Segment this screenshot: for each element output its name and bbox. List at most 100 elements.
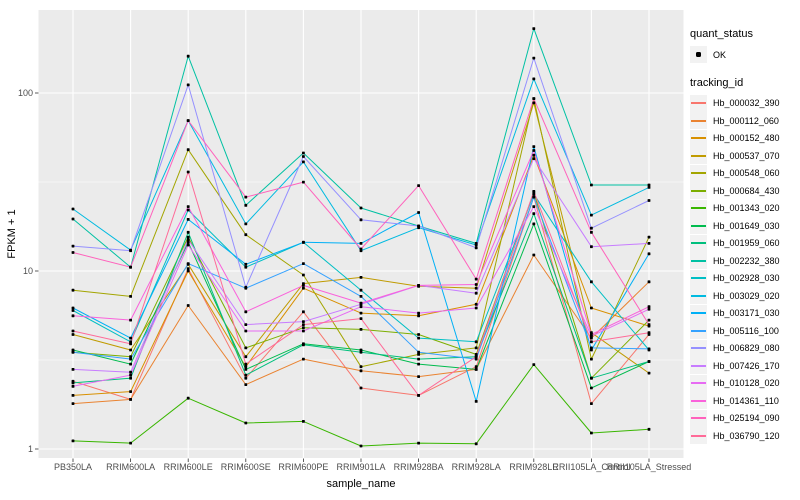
legend-item-Hb_000152_480: Hb_000152_480 [690, 129, 800, 148]
data-point [647, 235, 651, 239]
data-point [359, 305, 363, 309]
x-tick-label: RRIM901LA [336, 462, 385, 472]
data-point [244, 355, 248, 359]
data-point [129, 336, 132, 340]
data-point [302, 155, 305, 158]
data-point [129, 376, 132, 380]
data-point [244, 203, 248, 207]
x-tick-label: RRIM600LE [164, 462, 213, 472]
data-point [71, 348, 75, 352]
data-point [417, 441, 420, 445]
data-point [417, 336, 420, 340]
data-point [474, 368, 478, 371]
data-point [590, 402, 593, 405]
legend-item-label: Hb_014361_110 [713, 395, 779, 406]
x-tick-label: RRIM600LA [106, 462, 155, 472]
legend-item-label: Hb_000548_060 [713, 168, 780, 179]
data-point [532, 157, 536, 160]
data-point [244, 368, 248, 371]
data-point [71, 309, 75, 312]
data-point [71, 288, 75, 292]
data-point [417, 311, 420, 315]
data-point [417, 224, 420, 228]
legend-item-label: Hb_007426_170 [713, 360, 780, 371]
data-point [244, 376, 248, 380]
data-point [359, 311, 363, 315]
data-point [244, 222, 248, 226]
legend-line-swatch [690, 252, 707, 270]
data-point [129, 348, 132, 352]
legend-line-swatch [690, 409, 707, 427]
data-point [71, 207, 75, 211]
legend-line-swatch [690, 94, 707, 112]
data-point [71, 314, 75, 318]
data-point [359, 301, 363, 305]
data-point [129, 370, 132, 374]
data-point [417, 375, 420, 378]
data-point [129, 355, 132, 359]
data-point [186, 243, 190, 247]
data-point [532, 190, 536, 193]
data-point [647, 183, 651, 187]
data-point [186, 54, 190, 58]
legend-item-Hb_000112_060: Hb_000112_060 [690, 112, 800, 130]
x-tick-label: RRIM600PE [278, 462, 328, 472]
data-point [186, 269, 190, 273]
data-point [532, 212, 536, 215]
data-point [359, 247, 363, 251]
legend-item-Hb_000032_390: Hb_000032_390 [690, 94, 800, 113]
legend-item-label: Hb_001959_060 [713, 238, 780, 249]
data-point [532, 195, 536, 199]
legend-item-Hb_025194_090: Hb_025194_090 [690, 409, 800, 428]
data-point [186, 218, 190, 221]
data-point [417, 350, 420, 354]
data-point [244, 329, 248, 333]
x-tick-label: RRII105LA_Stressed [607, 462, 692, 472]
legend-item-Hb_001959_060: Hb_001959_060 [690, 234, 800, 253]
data-point [590, 431, 593, 435]
data-point [186, 267, 190, 271]
legend-item-Hb_003029_020: Hb_003029_020 [690, 287, 800, 305]
data-point [129, 373, 132, 377]
legend-item-label: Hb_000537_070 [713, 150, 780, 161]
legend-item-Hb_005116_100: Hb_005116_100 [690, 322, 800, 340]
data-point [647, 280, 651, 284]
data-point [302, 323, 305, 326]
tracking-id-legend-items: Hb_000032_390 Hb_000112_060 Hb_000152_480 H… [690, 94, 800, 445]
data-point [647, 318, 651, 322]
data-point [244, 265, 248, 269]
data-point [71, 329, 75, 333]
data-point [532, 149, 536, 152]
legend-item-Hb_002232_380: Hb_002232_380 [690, 252, 800, 270]
data-point [129, 398, 132, 401]
data-point [474, 400, 478, 403]
data-point [532, 192, 536, 196]
data-point [244, 233, 248, 237]
legend-line-swatch [690, 374, 707, 392]
data-point [532, 205, 536, 208]
data-point [129, 295, 132, 298]
data-point [474, 291, 478, 295]
legend-line-swatch [690, 357, 707, 375]
legend-line-swatch [690, 392, 707, 410]
data-point [302, 286, 305, 290]
legend-item-Hb_003171_030: Hb_003171_030 [690, 304, 800, 323]
legend-item-label: Hb_003171_030 [713, 308, 780, 319]
data-point [647, 242, 651, 245]
legend-item-label: Hb_000684_430 [713, 185, 780, 196]
legend-line-swatch [690, 164, 707, 182]
data-point [474, 355, 478, 359]
legend-title-quant-status: quant_status [690, 28, 753, 40]
data-point [129, 441, 132, 445]
x-tick-label: PB350LA [54, 462, 92, 472]
data-point [186, 208, 190, 212]
data-point [532, 253, 536, 257]
data-point [129, 342, 132, 346]
data-point [302, 420, 305, 423]
data-point [474, 243, 478, 247]
data-point [532, 222, 536, 226]
data-point [532, 77, 536, 81]
data-point [647, 199, 651, 202]
data-point [244, 262, 248, 266]
data-point [590, 376, 593, 380]
